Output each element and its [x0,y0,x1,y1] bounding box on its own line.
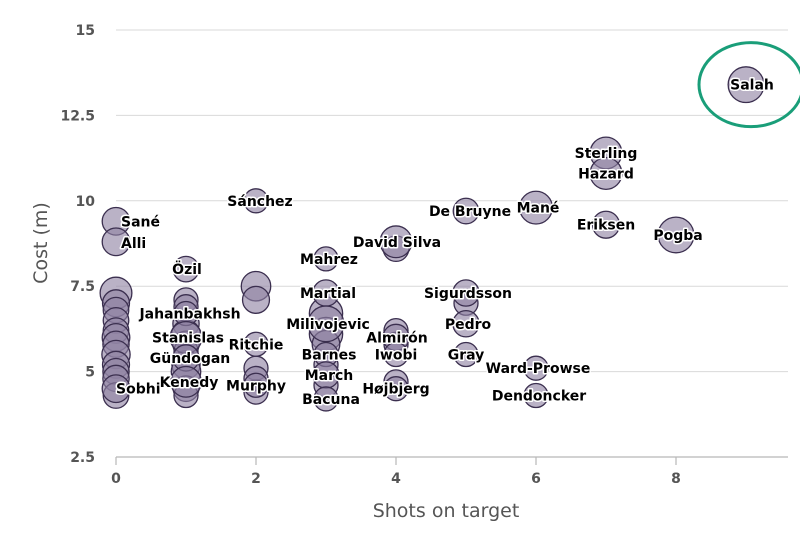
point-label-s-nchez: Sánchez [227,194,292,210]
data-point-h-jbjerg [383,376,409,402]
point-label-martial: Martial [300,286,356,302]
point-label-sterling: Sterling [575,146,638,162]
point-label-gray: Gray [448,348,485,364]
data-point-gray [453,341,479,368]
x-tick-label: 8 [671,471,681,487]
point-label-milivojevic: Milivojevic [286,317,370,333]
point-label-murphy: Murphy [226,378,286,394]
point-label-pogba: Pogba [653,228,702,244]
point-label-almir-n: Almirón [366,330,428,346]
data-point-murphy [243,372,269,398]
data-point-eriksen [591,210,621,239]
point-label-hazard: Hazard [578,166,634,182]
point-labels: Salah Sterling Hazard Mané De Bruyne Eriksen P… [115,41,800,409]
data-point-sigurdsson [452,279,480,307]
point-label-march: March [305,368,354,384]
point-label-ward-prowse: Ward-Prowse [486,361,591,377]
data-point-dendoncker [523,382,549,409]
point-label-stanislas: Stanislas [152,330,224,346]
grid-lines [116,29,788,373]
data-point-sobhi [101,374,131,404]
point-label-pedro: Pedro [445,317,492,333]
point-label-kenedy: Kenedy [160,375,219,391]
point-label-jahanbakhsh: Jahanbakhsh [138,307,240,323]
y-tick-label: 15 [76,23,95,39]
y-tick-label: 12.5 [60,108,95,124]
point-label-iwobi: Iwobi [375,348,418,364]
data-point-bacuna [313,386,339,412]
point-label-de-bruyne: De Bruyne [429,204,511,220]
point-label-g-ndogan: Gündogan [150,351,231,367]
point-label-sigurdsson: Sigurdsson [424,286,512,302]
data-point-pedro [452,310,480,338]
axes: 2.5 5 7.5 10 12.5 15 0 2 4 6 8 [60,23,788,487]
data-point-ritchie [243,331,269,357]
point-label-dendoncker: Dendoncker [492,389,586,405]
point-label-david-silva: David Silva [353,235,441,251]
point-label-eriksen: Eriksen [577,218,635,234]
bubbles [99,66,765,412]
point-label-man-: Mané [517,201,560,217]
data-point-s-nchez [243,188,269,214]
data-point-david-silva [379,225,413,259]
point-label-h-jbjerg: Højbjerg [362,382,429,398]
data-point-ward-prowse [523,355,549,381]
data-point-man- [518,190,554,225]
point-label-alli: Alli [121,236,146,252]
data-point-milivojevic [307,305,345,343]
point-label-mahrez: Mahrez [300,252,358,268]
point-label-bacuna: Bacuna [302,392,360,408]
data-point-salah [727,66,765,104]
data-point-mahrez [313,246,339,272]
point-label-barnes: Barnes [302,348,357,364]
data-point [241,285,271,314]
highlight-ring [697,41,800,129]
data-point-de-bruyne [452,197,480,225]
data-point-hazard [589,156,623,190]
point-label-ritchie: Ritchie [229,337,284,353]
x-tick-label: 2 [251,471,261,487]
y-tick-label: 5 [85,365,95,381]
data-point--zil [172,255,200,283]
x-axis-title: Shots on target [373,500,520,522]
y-tick-label: 2.5 [70,450,95,466]
point-label-san-: Sané [121,214,160,230]
data-point-pogba [657,216,695,254]
point-label-sobhi: Sobhi [116,382,161,398]
y-tick-label: 7.5 [70,279,95,295]
data-point-iwobi [383,341,409,368]
x-tick-label: 0 [111,471,121,487]
data-point-kenedy [170,365,202,398]
data-point-alli [101,227,131,257]
y-axis-title: Cost (m) [30,202,52,284]
point-label--zil: Özil [172,260,202,278]
x-tick-label: 4 [391,471,401,487]
x-tick-label: 6 [531,471,541,487]
y-tick-label: 10 [76,194,96,210]
point-label-salah: Salah [730,78,774,94]
